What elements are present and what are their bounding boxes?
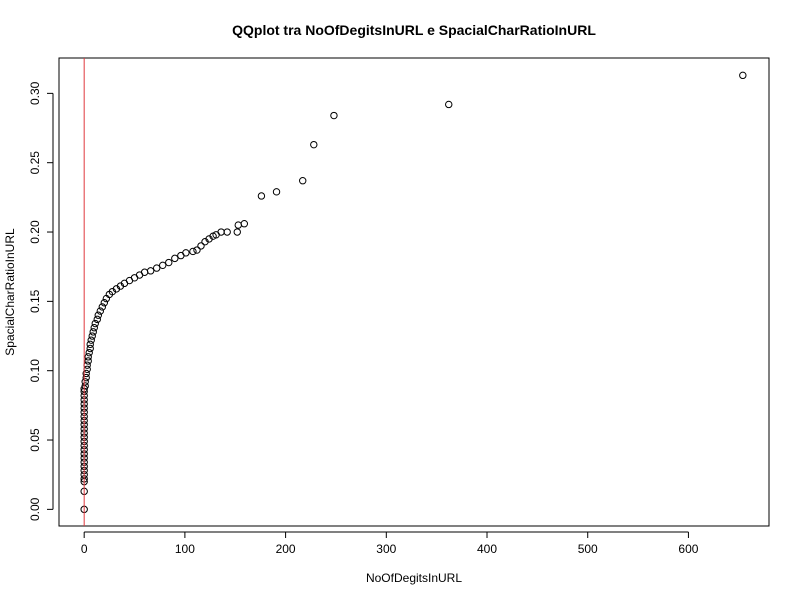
data-point — [81, 382, 89, 390]
data-point — [82, 373, 90, 382]
x-tick-label: 0 — [81, 542, 88, 556]
data-point — [84, 357, 92, 365]
x-tick-label: 400 — [477, 542, 497, 556]
data-point — [739, 71, 747, 80]
data-point — [165, 258, 173, 267]
x-axis-label: NoOfDegitsInURL — [366, 571, 462, 585]
data-point — [140, 268, 149, 276]
data-point — [94, 311, 102, 319]
data-point — [310, 140, 318, 149]
data-point — [86, 340, 94, 349]
data-point — [217, 228, 225, 236]
data-point — [89, 328, 97, 336]
data-point — [100, 299, 109, 307]
y-axis-label: SpacialCharRatioInURL — [3, 228, 17, 356]
x-tick-label: 300 — [376, 542, 396, 556]
data-point — [91, 319, 99, 328]
x-axis: 0 100 200 300 400 500 600 — [81, 531, 699, 556]
data-point — [197, 242, 205, 250]
data-point — [87, 336, 95, 344]
chart-title: QQplot tra NoOfDegitsInURL e SpacialChar… — [232, 22, 596, 38]
data-point — [88, 332, 96, 340]
data-point — [233, 228, 241, 236]
y-axis: 0.00 0.05 0.10 0.15 0.20 0.25 0.30 — [28, 81, 54, 521]
data-point — [86, 344, 94, 353]
plot-frame — [58, 57, 770, 527]
data-point — [93, 315, 101, 324]
y-tick-label: 0.30 — [28, 81, 42, 105]
data-point — [90, 324, 98, 332]
data-point — [234, 221, 242, 229]
data-points — [80, 71, 747, 514]
data-point — [193, 246, 201, 254]
data-point — [146, 267, 155, 275]
data-point — [84, 353, 92, 361]
y-tick-label: 0.15 — [28, 289, 42, 313]
data-point — [223, 228, 231, 236]
data-point — [85, 348, 93, 357]
x-tick-label: 200 — [276, 542, 296, 556]
x-tick-label: 600 — [678, 542, 698, 556]
data-point — [272, 188, 281, 196]
data-point — [159, 261, 167, 270]
data-point — [98, 303, 107, 311]
data-point — [330, 111, 338, 120]
data-point — [257, 192, 266, 200]
data-point — [445, 100, 453, 109]
data-point — [240, 220, 249, 228]
data-point — [83, 361, 91, 369]
y-tick-label: 0.25 — [28, 151, 42, 175]
y-tick-label: 0.20 — [28, 220, 42, 244]
data-point — [171, 254, 179, 263]
data-point — [96, 307, 104, 315]
data-point — [189, 247, 197, 256]
data-point — [152, 264, 161, 272]
y-tick-label: 0.10 — [28, 359, 42, 383]
y-tick-label: 0.00 — [28, 497, 42, 521]
y-tick-label: 0.05 — [28, 428, 42, 452]
x-tick-label: 100 — [175, 542, 195, 556]
x-tick-label: 500 — [578, 542, 598, 556]
data-point — [299, 177, 307, 185]
data-point — [81, 378, 89, 386]
data-point — [82, 369, 90, 378]
data-point — [182, 249, 190, 257]
